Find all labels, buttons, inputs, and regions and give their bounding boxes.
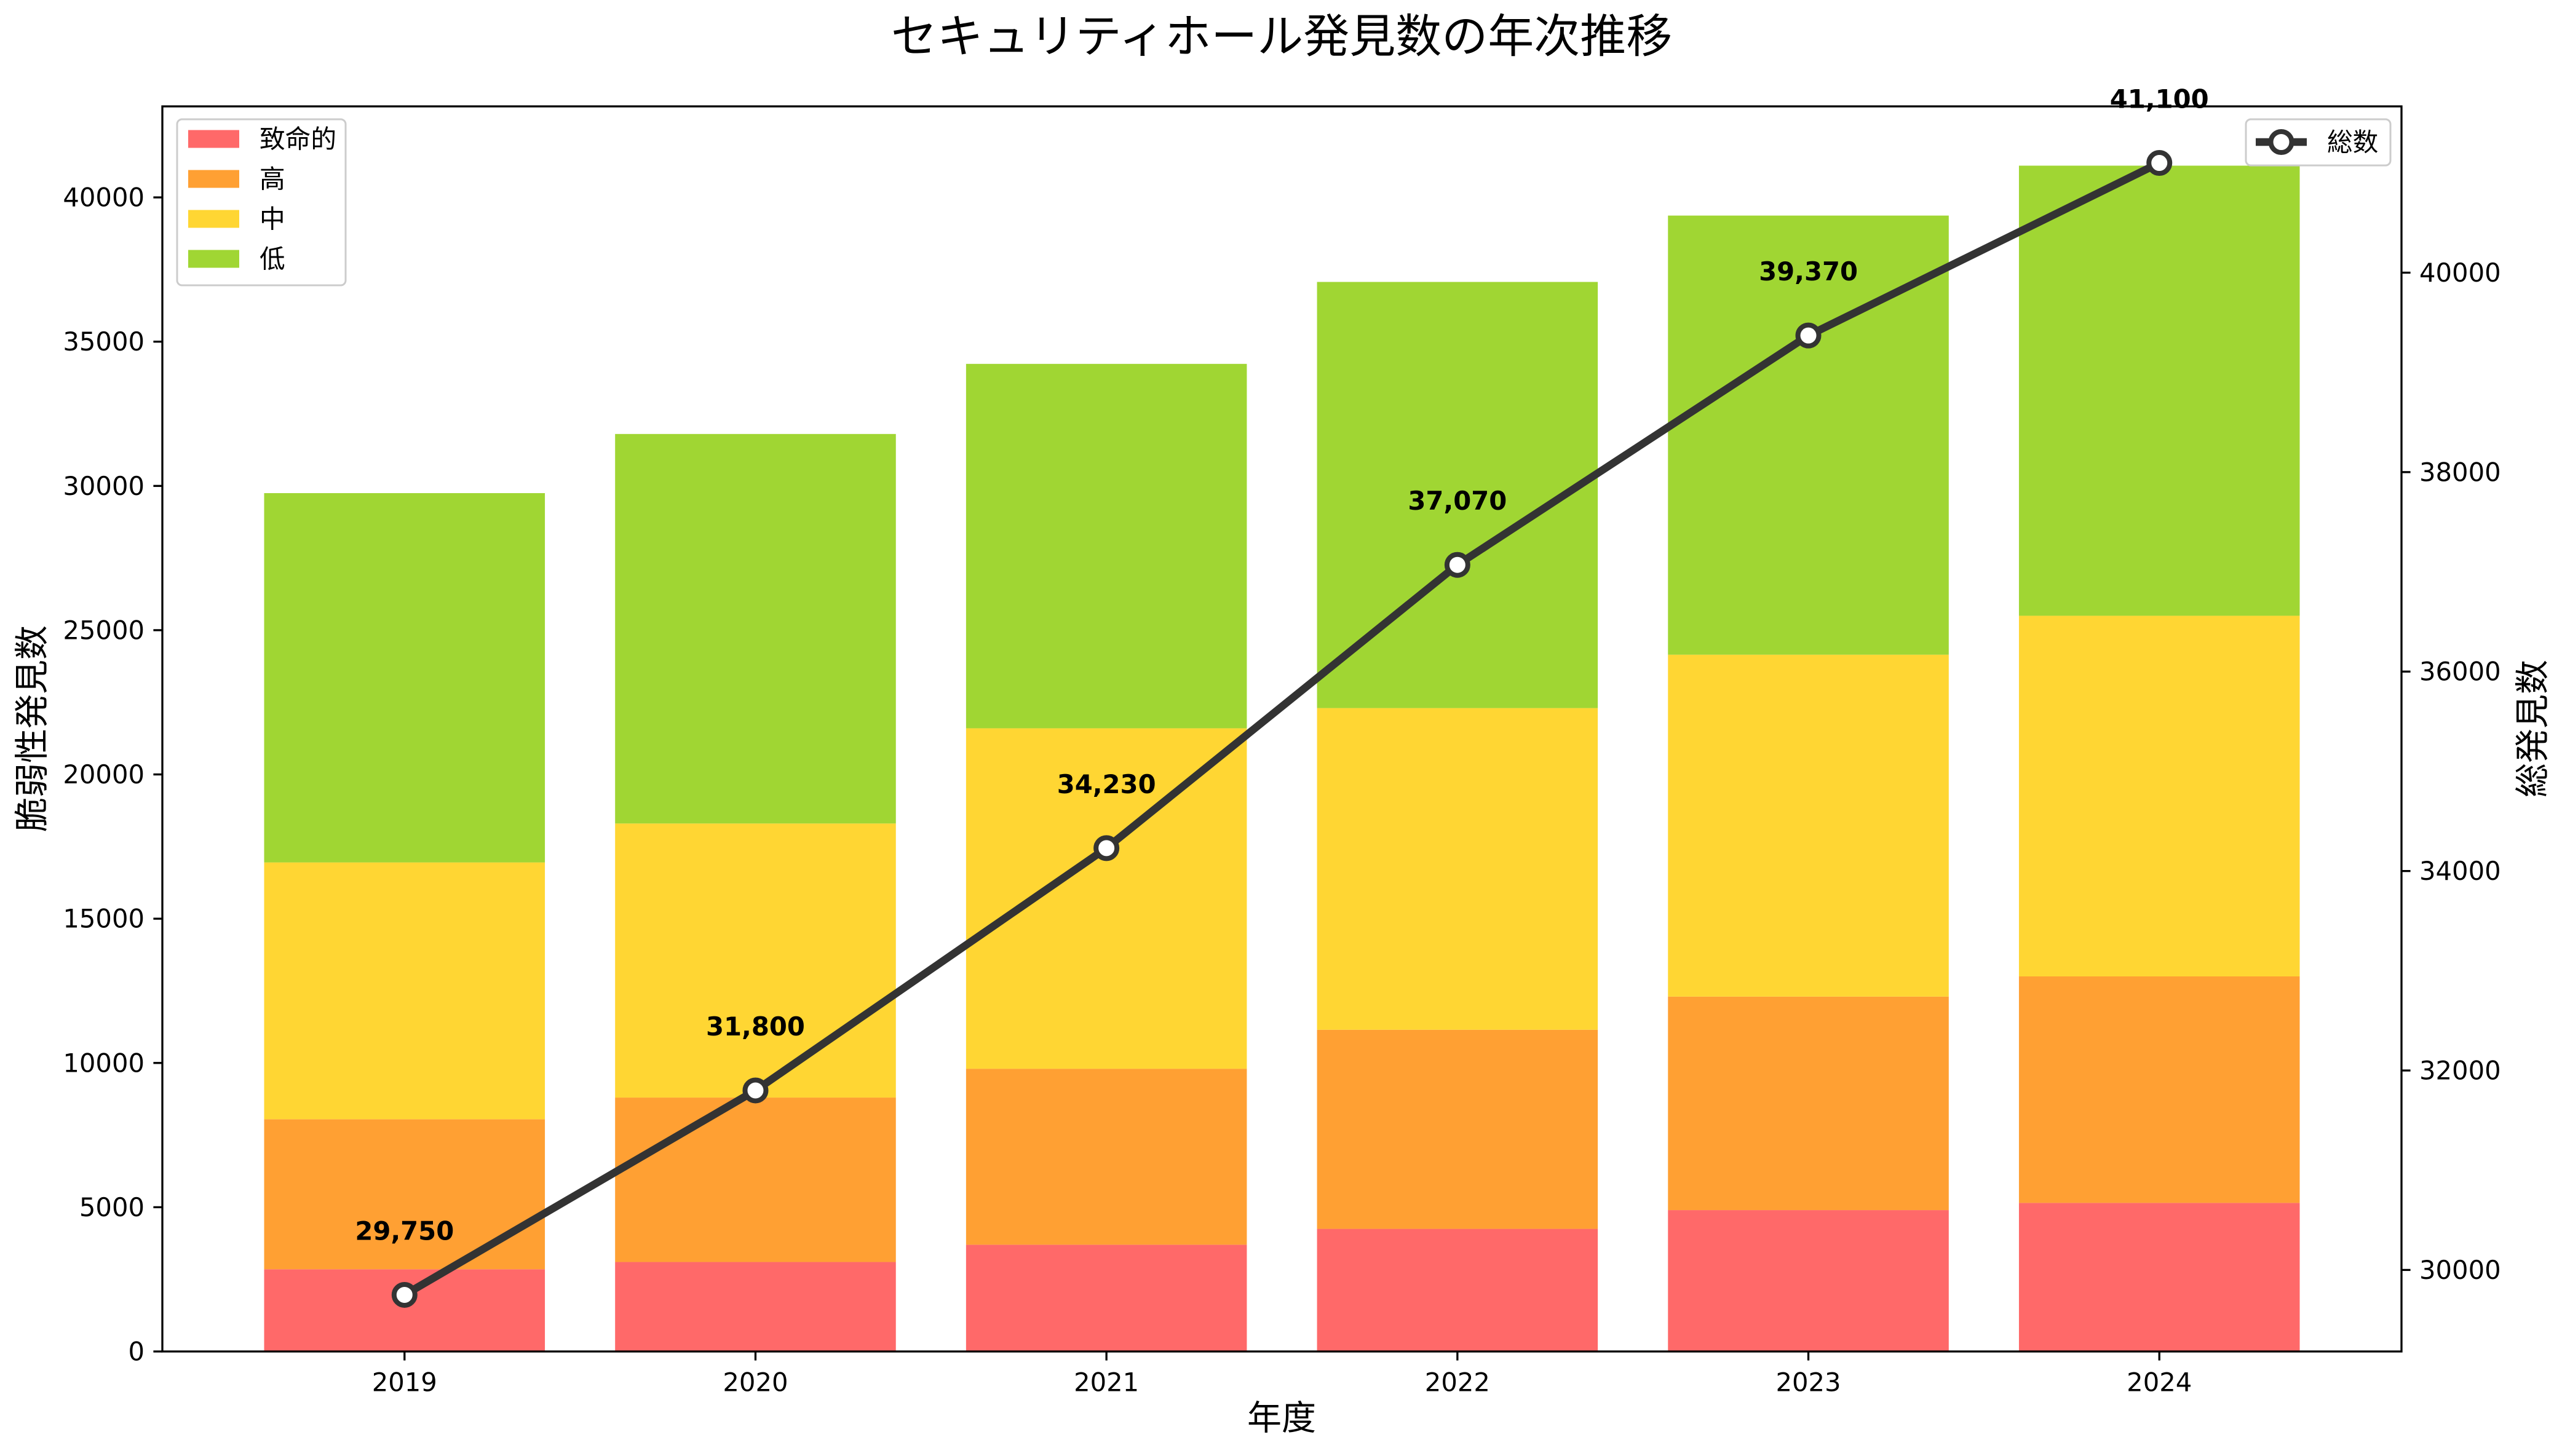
total-value-label-2022: 37,070 xyxy=(1408,486,1507,516)
legend-swatch-low xyxy=(188,250,239,268)
y-axis-label-right: 総発見数 xyxy=(2513,660,2553,797)
total-marker-2022 xyxy=(1444,552,1470,578)
bar-critical-2019 xyxy=(264,1269,545,1351)
y-tick-label-35000: 35000 xyxy=(63,326,145,357)
total-marker-2019 xyxy=(391,1281,418,1308)
chart-title: セキュリティホール発見数の年次推移 xyxy=(891,9,1673,63)
bar-medium-2021 xyxy=(966,728,1247,1069)
x-tick-label-2023: 2023 xyxy=(1775,1367,1841,1398)
bar-medium-2020 xyxy=(615,823,896,1098)
x-tick-label-2020: 2020 xyxy=(723,1367,788,1398)
x-tick-label-2019: 2019 xyxy=(372,1367,437,1398)
y-tick-label-15000: 15000 xyxy=(63,904,145,934)
total-value-label-2024: 41,100 xyxy=(2110,84,2209,114)
bar-low-2024 xyxy=(2018,165,2300,616)
x-tick-label-2021: 2021 xyxy=(1074,1367,1139,1398)
bar-medium-2022 xyxy=(1317,708,1598,1030)
bar-high-2021 xyxy=(966,1069,1247,1245)
legend-total: 総数 xyxy=(2245,118,2392,167)
bar-high-2020 xyxy=(615,1098,896,1262)
x-axis-label: 年度 xyxy=(1247,1399,1316,1439)
total-line xyxy=(400,159,2163,1299)
total-marker-2023 xyxy=(1795,322,1822,349)
legend-total-marker-sample xyxy=(2268,129,2294,155)
total-value-label-2020: 31,800 xyxy=(706,1011,805,1042)
bar-high-2023 xyxy=(1668,996,1949,1211)
bar-medium-2023 xyxy=(1668,654,1949,997)
y-tick-label-30000: 30000 xyxy=(63,471,145,501)
total-marker-2021 xyxy=(1093,835,1120,861)
x-axis: 2019 2020 2021 2022 2023 2024 xyxy=(372,1351,2192,1398)
total-value-label-2021: 34,230 xyxy=(1057,769,1156,799)
bar-critical-2020 xyxy=(615,1262,896,1351)
stacked-bars xyxy=(264,165,2300,1351)
legend-swatch-medium xyxy=(188,210,239,228)
y2-tick-label-32000: 32000 xyxy=(2419,1056,2501,1086)
y2-tick-label-34000: 34000 xyxy=(2419,856,2501,886)
bar-critical-2021 xyxy=(966,1244,1247,1351)
y-axis-label-left: 脆弱性発見数 xyxy=(13,625,53,832)
y-tick-label-10000: 10000 xyxy=(63,1048,145,1078)
bar-high-2022 xyxy=(1317,1029,1598,1229)
y-tick-label-5000: 5000 xyxy=(79,1192,145,1222)
x-tick-label-2022: 2022 xyxy=(1425,1367,1490,1398)
total-value-label-2019: 29,750 xyxy=(355,1216,454,1246)
y2-tick-label-38000: 38000 xyxy=(2419,457,2501,487)
legend-swatch-high xyxy=(188,170,239,188)
legend-severity-frame xyxy=(176,118,347,287)
y2-tick-label-40000: 40000 xyxy=(2419,258,2501,288)
y2-tick-label-36000: 36000 xyxy=(2419,657,2501,687)
y-axis-right: 30000 32000 34000 36000 38000 40000 xyxy=(2401,258,2501,1285)
bar-critical-2024 xyxy=(2018,1203,2300,1351)
total-line-series: 29,750 31,800 34,230 37,070 39,370 41,100 xyxy=(355,84,2209,1308)
plot-frame xyxy=(161,105,2403,1353)
x-tick-label-2024: 2024 xyxy=(2127,1367,2192,1398)
total-marker-2024 xyxy=(2146,150,2173,176)
legend-total-label: 総数 xyxy=(2327,127,2378,157)
bar-medium-2019 xyxy=(264,862,545,1120)
y-tick-label-25000: 25000 xyxy=(63,615,145,645)
legend-label-medium: 中 xyxy=(260,204,285,234)
y-tick-label-0: 0 xyxy=(128,1337,145,1367)
y-tick-label-40000: 40000 xyxy=(63,183,145,213)
total-value-label-2023: 39,370 xyxy=(1759,256,1858,287)
legend-swatch-critical xyxy=(188,130,239,148)
legend-label-low: 低 xyxy=(260,244,285,274)
bar-critical-2022 xyxy=(1317,1228,1598,1351)
bar-medium-2024 xyxy=(2018,615,2300,976)
y2-tick-label-30000: 30000 xyxy=(2419,1255,2501,1285)
bar-low-2021 xyxy=(966,363,1247,729)
bar-low-2020 xyxy=(615,433,896,824)
y-axis-left: 0 5000 10000 15000 20000 25000 30000 35000 40000 xyxy=(63,183,162,1367)
legend-label-critical: 致命的 xyxy=(260,124,336,154)
y-tick-label-20000: 20000 xyxy=(63,759,145,789)
bar-critical-2023 xyxy=(1668,1210,1949,1351)
bar-high-2019 xyxy=(264,1119,545,1270)
bar-low-2019 xyxy=(264,493,545,863)
legend-label-high: 高 xyxy=(260,164,285,194)
bar-high-2024 xyxy=(2018,976,2300,1203)
total-marker-2020 xyxy=(742,1077,769,1104)
